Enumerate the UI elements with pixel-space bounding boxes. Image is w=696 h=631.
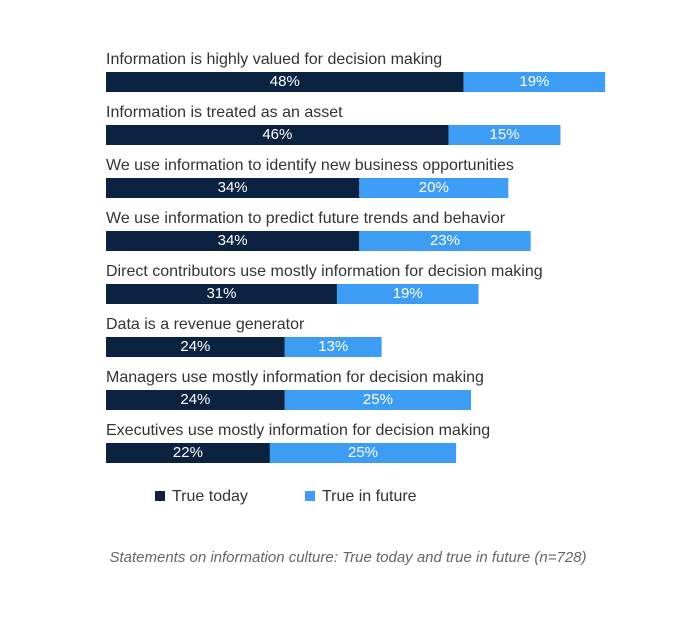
category-label: We use information to predict future tre…	[106, 210, 506, 227]
bar-segment	[463, 72, 606, 92]
bar-segment	[284, 390, 472, 410]
bar-segment	[106, 443, 270, 463]
bar-segment	[106, 390, 285, 410]
category-label: Managers use mostly information for deci…	[106, 369, 484, 386]
value-label: 22%	[173, 444, 203, 461]
legend-label: True in future	[322, 488, 417, 505]
bar-segment	[106, 337, 285, 357]
caption: Statements on information culture: True …	[109, 549, 587, 566]
value-label: 34%	[218, 232, 248, 249]
bar-segment	[336, 284, 479, 304]
bar-segment	[106, 72, 464, 92]
bar-segment	[448, 125, 561, 145]
value-label: 24%	[180, 391, 210, 408]
value-label: 31%	[206, 285, 236, 302]
bar-segment	[106, 178, 360, 198]
value-label: 25%	[348, 444, 378, 461]
value-label: 19%	[393, 285, 423, 302]
category-label: Information is treated as an asset	[106, 104, 343, 121]
value-label: 24%	[180, 338, 210, 355]
category-label: We use information to identify new busin…	[106, 157, 514, 174]
value-label: 13%	[318, 338, 348, 355]
value-label: 15%	[490, 126, 520, 143]
value-label: 23%	[430, 232, 460, 249]
value-label: 20%	[419, 179, 449, 196]
category-label: Information is highly valued for decisio…	[106, 51, 442, 68]
category-label: Executives use mostly information for de…	[106, 422, 490, 439]
legend-label: True today	[172, 488, 248, 505]
legend-swatch	[305, 491, 315, 501]
value-label: 48%	[270, 73, 300, 90]
bar-segment	[106, 284, 337, 304]
category-label: Direct contributors use mostly informati…	[106, 263, 543, 280]
bar-segment	[269, 443, 457, 463]
bar-segment	[106, 125, 449, 145]
category-label: Data is a revenue generator	[106, 316, 305, 333]
bar-segment	[284, 337, 382, 357]
bar-segment	[106, 231, 360, 251]
value-label: 34%	[218, 179, 248, 196]
value-label: 19%	[519, 73, 549, 90]
value-label: 46%	[262, 126, 292, 143]
legend-swatch	[155, 491, 165, 501]
bar-segment	[359, 231, 531, 251]
value-label: 25%	[363, 391, 393, 408]
bar-segment	[359, 178, 509, 198]
